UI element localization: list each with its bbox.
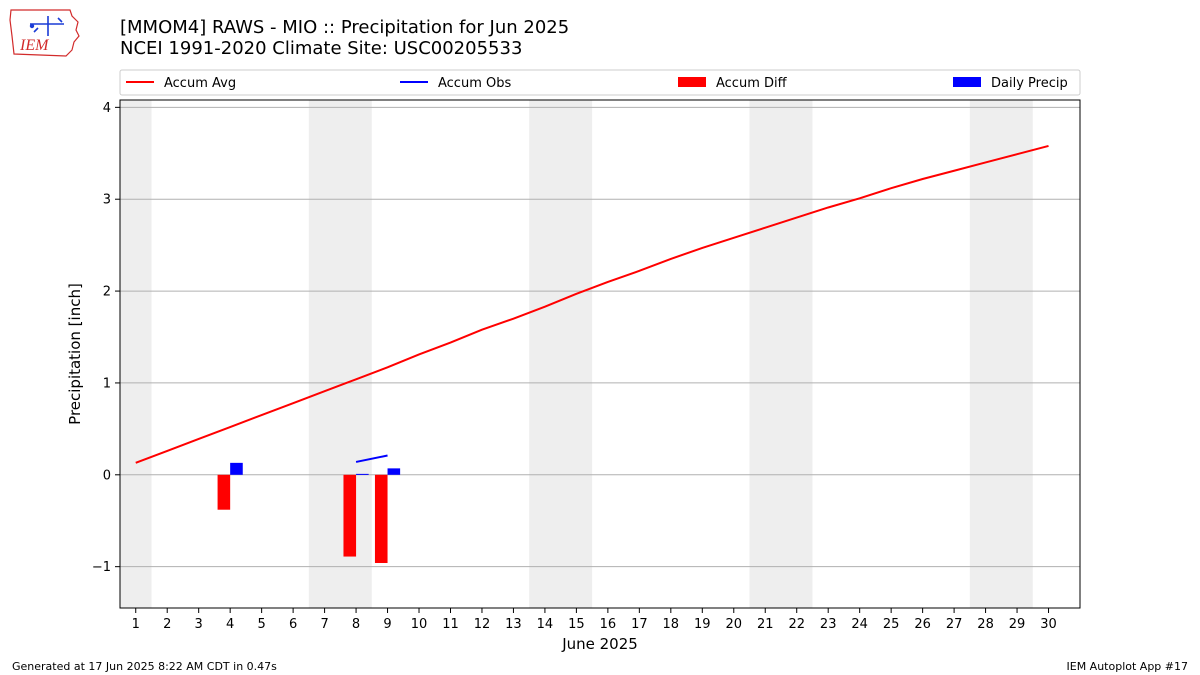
y-axis-label: Precipitation [inch] (66, 283, 84, 425)
gridlines-layer (120, 106, 1080, 568)
chart-header: [MMOM4] RAWS - MIO :: Precipitation for … (120, 17, 569, 59)
legend-box (119, 69, 1081, 96)
x-tick-label: 2 (163, 617, 171, 632)
x-tick-label: 5 (257, 617, 265, 632)
x-axis: 1 2 3 4 5 6 7 8 9 10 11 12 13 14 15 16 17 18 19 20 21 22 23 24 2… (132, 608, 1057, 632)
x-tick-label: 3 (195, 617, 203, 632)
x-axis-label: June 2025 (561, 635, 638, 653)
y-tick-label: 0 (103, 468, 111, 483)
legend-label: Accum Avg (164, 76, 236, 91)
x-tick-label: 24 (851, 617, 868, 632)
iem-logo: IEM (9, 9, 80, 57)
x-tick-label: 8 (352, 617, 360, 632)
x-tick-label: 9 (383, 617, 391, 632)
x-tick-label: 11 (442, 617, 459, 632)
generated-timestamp: Generated at 17 Jun 2025 8:22 AM CDT in … (12, 660, 277, 673)
x-tick-label: 16 (600, 617, 617, 632)
legend-label: Accum Diff (716, 76, 788, 91)
daily-precip-bar (356, 473, 369, 475)
x-tick-label: 15 (568, 617, 585, 632)
weekend-shading-layer (120, 100, 1033, 608)
y-tick-label: 4 (103, 101, 111, 116)
x-tick-label: 1 (132, 617, 140, 632)
legend-bar-swatch (953, 77, 981, 87)
x-tick-label: 17 (631, 617, 648, 632)
x-tick-label: 19 (694, 617, 711, 632)
accum-diff-bar (374, 474, 388, 563)
y-tick-label: 2 (103, 285, 111, 300)
y-tick-label: 1 (103, 376, 111, 391)
lines-layer (135, 144, 1049, 464)
accum-obs-line (355, 454, 388, 463)
accum-diff-bar (217, 474, 231, 510)
daily-precip-bar (387, 468, 401, 475)
x-tick-label: 25 (883, 617, 900, 632)
x-tick-label: 26 (914, 617, 931, 632)
y-axis: −1 0 1 2 3 4 (92, 101, 120, 575)
station-dot-icon (29, 23, 35, 29)
x-tick-label: 22 (788, 617, 805, 632)
iowa-state-outline (9, 9, 80, 57)
chart-subtitle: NCEI 1991-2020 Climate Site: USC00205533 (120, 38, 523, 59)
legend-label: Daily Precip (991, 76, 1068, 91)
y-tick-label: −1 (92, 560, 111, 575)
x-tick-label: 6 (289, 617, 297, 632)
x-tick-label: 18 (663, 617, 680, 632)
x-tick-label: 10 (411, 617, 428, 632)
accum-avg-line (135, 144, 1049, 464)
daily-precip-bar (230, 462, 243, 475)
y-tick-label: 3 (103, 193, 111, 208)
bars-layer (217, 462, 401, 563)
weekend-band (120, 100, 152, 608)
x-tick-label: 27 (946, 617, 963, 632)
logo-text: IEM (19, 37, 50, 54)
legend-label: Accum Obs (438, 76, 511, 91)
x-tick-label: 28 (977, 617, 994, 632)
x-tick-label: 14 (537, 617, 554, 632)
x-tick-label: 23 (820, 617, 837, 632)
weekend-band (969, 100, 1033, 608)
chart-title: [MMOM4] RAWS - MIO :: Precipitation for … (120, 17, 570, 38)
plot-area-frame (119, 99, 1081, 609)
x-tick-label: 29 (1009, 617, 1026, 632)
x-tick-label: 20 (725, 617, 742, 632)
x-tick-label: 4 (226, 617, 234, 632)
legend-bar-swatch (678, 77, 706, 87)
weekend-band (749, 100, 813, 608)
accum-diff-bar (343, 474, 357, 557)
x-tick-label: 12 (474, 617, 491, 632)
x-tick-label: 7 (320, 617, 328, 632)
x-tick-label: 21 (757, 617, 774, 632)
legend: Accum Avg Accum Obs Accum Diff Daily Precip (126, 76, 1068, 91)
x-tick-label: 30 (1040, 617, 1057, 632)
weekend-band (529, 100, 593, 608)
x-tick-label: 13 (505, 617, 522, 632)
weather-station-icon (30, 16, 64, 36)
weekend-band (308, 100, 372, 608)
app-credit: IEM Autoplot App #17 (1066, 660, 1189, 673)
